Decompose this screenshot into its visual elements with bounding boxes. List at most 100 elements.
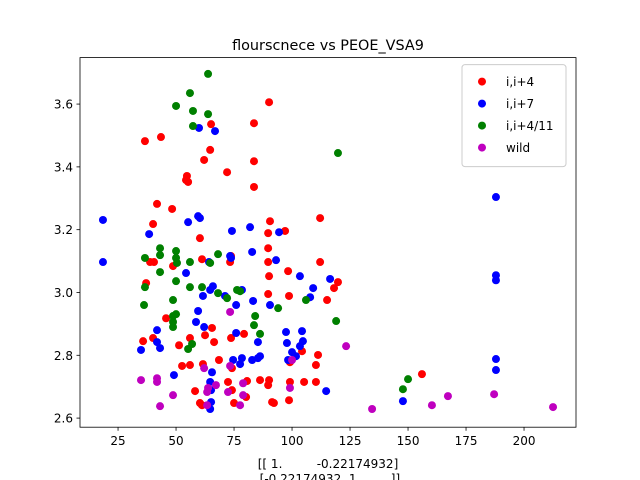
point [204, 110, 213, 119]
point [233, 285, 242, 294]
point [322, 387, 331, 396]
point [191, 318, 200, 327]
point [249, 157, 258, 166]
y-tick-label: 3.0 [54, 286, 73, 300]
point [227, 253, 236, 262]
point [281, 226, 290, 235]
point [232, 301, 241, 310]
x-tick-label: 125 [339, 434, 362, 448]
point [139, 337, 148, 346]
point [178, 361, 187, 370]
y-tick-label: 2.6 [54, 412, 73, 426]
point [298, 327, 307, 336]
point [188, 122, 197, 131]
point [140, 253, 149, 262]
point [332, 317, 341, 326]
point [195, 234, 204, 243]
point [169, 371, 178, 380]
point [491, 366, 500, 375]
point [156, 133, 165, 142]
point [342, 342, 351, 351]
point [266, 301, 275, 310]
point [284, 267, 293, 276]
point [156, 344, 165, 353]
point [232, 328, 241, 337]
point [145, 230, 154, 239]
point [300, 377, 309, 386]
point [207, 120, 216, 129]
point [330, 284, 339, 293]
point [198, 291, 207, 300]
chart-title: flourscnece vs PEOE_VSA9 [232, 38, 424, 54]
point [264, 244, 273, 253]
point [169, 391, 178, 400]
point [230, 399, 239, 408]
point [333, 278, 342, 287]
point [249, 119, 258, 128]
point [211, 127, 220, 136]
point [326, 274, 335, 283]
legend-marker [478, 121, 486, 130]
point [253, 338, 262, 347]
point [198, 283, 207, 292]
point [316, 258, 325, 267]
point [285, 291, 294, 300]
point [206, 258, 215, 267]
x-tick-label: 150 [397, 434, 420, 448]
point [175, 341, 184, 350]
x-tick-label: 175 [455, 434, 478, 448]
point [282, 328, 291, 337]
point [301, 296, 310, 305]
point [323, 296, 332, 305]
point [184, 218, 193, 227]
point [249, 296, 258, 305]
point [208, 323, 217, 332]
x-axis-label: [[ 1. -0.22174932] [258, 457, 399, 471]
point [223, 294, 232, 303]
point [149, 220, 158, 229]
point [156, 244, 165, 253]
point [169, 323, 178, 332]
point [285, 383, 294, 392]
point [269, 399, 278, 408]
point [153, 199, 162, 208]
point [172, 101, 181, 110]
point [443, 392, 452, 401]
point [200, 155, 209, 164]
legend-label: i,i+7 [506, 97, 534, 111]
point [214, 250, 223, 259]
point [288, 356, 297, 364]
point [549, 403, 558, 412]
x-tick-label: 50 [168, 434, 183, 448]
point [264, 258, 273, 267]
point [240, 329, 249, 338]
point [188, 106, 197, 115]
point [248, 247, 257, 256]
point [239, 391, 248, 400]
point [198, 255, 207, 264]
x-tick-label: 75 [226, 434, 241, 448]
point [169, 296, 178, 305]
y-tick-label: 2.8 [54, 349, 73, 363]
point [203, 388, 212, 397]
point [156, 268, 165, 277]
point [265, 98, 274, 107]
point [137, 376, 146, 385]
point [191, 387, 200, 396]
y-tick-label: 3.6 [54, 98, 73, 112]
point [256, 329, 265, 338]
point [153, 338, 162, 347]
point [185, 258, 194, 267]
point [309, 284, 318, 293]
point [214, 356, 223, 364]
point [200, 364, 209, 373]
point [172, 258, 181, 267]
point [398, 397, 407, 406]
point [227, 334, 236, 343]
point [264, 229, 273, 238]
point [98, 258, 107, 267]
x-axis-label: [-0.22174932 1. ]] [256, 472, 400, 480]
point [153, 377, 162, 386]
point [204, 69, 213, 78]
